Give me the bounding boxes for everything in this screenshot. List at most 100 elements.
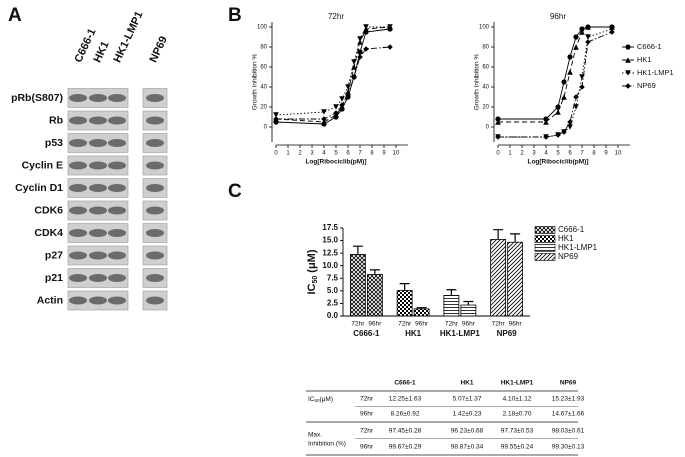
y-tick-label: 60 xyxy=(482,65,489,71)
x-tick-label: 4 xyxy=(544,151,548,157)
x-tick-label: 6 xyxy=(568,151,572,157)
marker xyxy=(585,24,591,30)
x-tick-label: 9 xyxy=(382,151,386,157)
band xyxy=(89,296,107,305)
marker xyxy=(625,57,631,63)
y-axis-label: Growth Inhibition % xyxy=(474,54,481,111)
table-cell: 98.03±0.61 xyxy=(552,428,585,435)
legend-label: NP69 xyxy=(637,81,656,90)
y-axis-label: IC50 (μM) xyxy=(306,249,319,294)
band xyxy=(108,161,126,170)
marker xyxy=(273,116,279,122)
band xyxy=(69,206,87,215)
marker xyxy=(579,26,585,32)
x-tick-label: 6 xyxy=(346,151,350,157)
marker xyxy=(625,44,631,50)
x-tick-label: HK1 xyxy=(405,329,422,338)
marker xyxy=(333,110,339,116)
marker xyxy=(625,70,631,76)
table-header: C666-1 xyxy=(394,380,416,387)
group-label-unit: (μM) xyxy=(320,396,334,403)
row-label: p27 xyxy=(45,249,63,261)
row-label: pRb(S807) xyxy=(11,92,63,104)
column-label: NP69 xyxy=(147,34,170,64)
band xyxy=(89,184,107,192)
row-label: CDK4 xyxy=(34,227,63,239)
time-cell: 96hr xyxy=(360,444,374,451)
series-line xyxy=(275,26,391,123)
marker xyxy=(321,116,327,122)
legend-label: C666-1 xyxy=(637,42,662,51)
marker xyxy=(567,54,573,60)
band xyxy=(69,229,87,237)
marker xyxy=(555,109,561,115)
error-bar xyxy=(510,233,521,243)
series-line xyxy=(498,28,613,138)
time-label: 96hr xyxy=(415,321,429,328)
x-tick-label: 7 xyxy=(358,151,362,157)
bar xyxy=(507,241,524,317)
marker xyxy=(561,79,567,85)
legend-label: NP69 xyxy=(558,252,579,261)
marker xyxy=(363,24,369,30)
band xyxy=(89,139,107,147)
band xyxy=(69,139,87,147)
marker xyxy=(387,44,393,50)
marker xyxy=(585,34,591,40)
error-bar xyxy=(493,229,504,240)
error-bar xyxy=(352,245,363,255)
marker xyxy=(567,119,573,125)
error-bar xyxy=(463,300,474,306)
group-label: Inhibition (%) xyxy=(308,441,346,448)
row-label: Rb xyxy=(49,114,63,126)
legend-label: HK1-LMP1 xyxy=(637,68,674,77)
x-tick-label: C666-1 xyxy=(353,329,380,338)
marker xyxy=(273,112,279,118)
marker xyxy=(333,104,339,110)
table-cell: 98.87±0.34 xyxy=(451,444,484,451)
y-tick-label: 20 xyxy=(482,105,489,111)
band xyxy=(108,116,126,125)
chart-title: 96hr xyxy=(550,12,566,21)
table-cell: 97.45±0.28 xyxy=(389,428,422,435)
time-label: 96hr xyxy=(462,321,476,328)
marker xyxy=(543,119,549,125)
band xyxy=(108,94,126,102)
bar xyxy=(443,294,460,317)
legend-label: HK1-LMP1 xyxy=(558,243,598,252)
marker xyxy=(357,36,363,42)
band xyxy=(146,206,164,215)
time-cell: 96hr xyxy=(360,411,374,418)
y-tick-label: 0 xyxy=(264,125,268,131)
band xyxy=(89,251,107,260)
band xyxy=(108,184,126,192)
series-line xyxy=(275,28,391,125)
panel-letter: A xyxy=(8,5,22,26)
y-tick-label: 0.0 xyxy=(327,311,339,320)
y-tick-label: 5.0 xyxy=(327,286,339,295)
y-tick-label: 60 xyxy=(260,65,267,71)
group-label: IC50(μM) xyxy=(308,396,333,403)
legend-label: HK1 xyxy=(558,234,574,243)
row-label: Cyclin E xyxy=(22,159,63,171)
band xyxy=(108,139,126,147)
y-tick-label: 100 xyxy=(257,25,268,31)
marker xyxy=(573,34,579,40)
series-line xyxy=(276,46,391,120)
y-tick-label: 40 xyxy=(482,85,489,91)
table-cell: 5.07±1.37 xyxy=(453,396,482,403)
table-header: HK1-LMP1 xyxy=(501,380,534,387)
x-tick-label: 4 xyxy=(322,151,326,157)
x-tick-label: 1 xyxy=(286,151,290,157)
marker xyxy=(561,94,567,100)
band xyxy=(89,116,107,125)
x-tick-label: 7 xyxy=(580,151,584,157)
marker xyxy=(573,94,579,100)
x-tick-label: 8 xyxy=(592,151,596,157)
y-axis-label: Growth Inhibition % xyxy=(252,54,259,111)
marker xyxy=(357,49,363,55)
band xyxy=(69,274,87,282)
error-bar xyxy=(369,269,380,275)
row-label: p21 xyxy=(45,272,63,284)
marker xyxy=(345,84,351,90)
